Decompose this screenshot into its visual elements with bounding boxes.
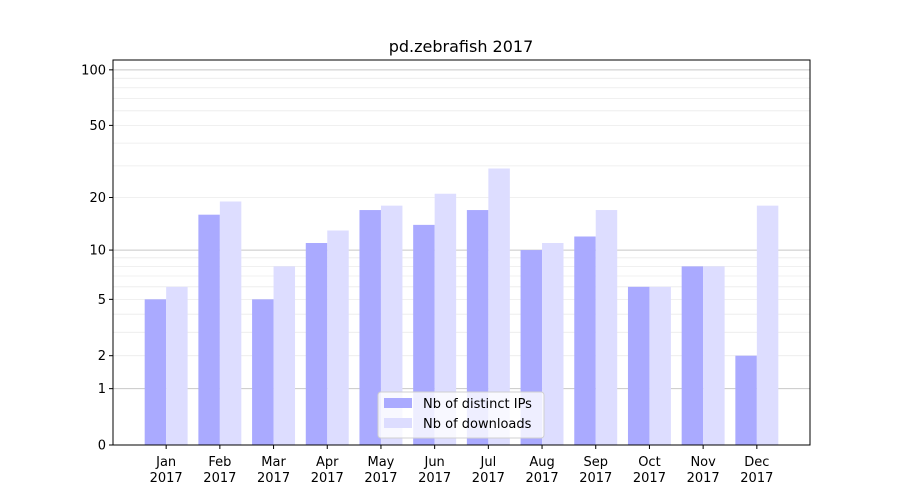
bar-nb-of-downloads: [542, 243, 564, 445]
bar-nb-of-distinct-ips: [252, 299, 274, 445]
bar-nb-of-downloads: [273, 266, 296, 445]
x-tick-label: Feb: [208, 455, 231, 470]
x-tick-label-year: 2017: [364, 471, 397, 486]
bar-nb-of-downloads: [703, 266, 725, 445]
y-tick-label: 10: [89, 244, 106, 259]
legend-box: [377, 391, 545, 439]
x-axis: Jan2017Feb2017Mar2017Apr2017May2017Jun20…: [150, 445, 773, 486]
x-tick-label-year: 2017: [740, 471, 773, 486]
bar-nb-of-downloads: [434, 193, 457, 445]
x-tick-label-year: 2017: [418, 471, 451, 486]
y-tick-label: 50: [89, 119, 106, 134]
bar-nb-of-distinct-ips: [198, 214, 220, 445]
x-tick-label: Nov: [690, 455, 716, 470]
x-tick-label-year: 2017: [579, 471, 612, 486]
bar-nb-of-distinct-ips: [627, 286, 650, 445]
x-tick-label: Jul: [480, 455, 497, 470]
plot-frame: [112, 59, 811, 446]
x-tick-label: May: [368, 455, 395, 470]
chart-title: pd.zebrafish 2017: [389, 37, 534, 56]
bar-nb-of-distinct-ips: [144, 299, 167, 445]
bar-nb-of-distinct-ips: [735, 355, 757, 445]
bar-nb-of-downloads: [327, 230, 349, 445]
y-tick-label: 1: [98, 382, 106, 397]
x-tick-label: Apr: [316, 455, 339, 470]
y-tick-label: 100: [81, 63, 106, 78]
x-tick-label: Jun: [423, 455, 444, 470]
y-axis: 0 1 2 5 10 20 50 100: [81, 63, 113, 454]
bar-nb-of-distinct-ips: [305, 243, 328, 445]
legend-label: Nb of distinct IPs: [423, 397, 532, 412]
x-tick-label: Jan: [155, 455, 176, 470]
bar-nb-of-distinct-ips: [574, 236, 596, 445]
x-tick-label-year: 2017: [687, 471, 720, 486]
x-tick-label-year: 2017: [633, 471, 666, 486]
bar-nb-of-distinct-ips: [359, 210, 381, 445]
x-tick-label-year: 2017: [257, 471, 290, 486]
bar-nb-of-downloads: [219, 201, 242, 445]
legend: Nb of distinct IPs Nb of downloads: [377, 391, 545, 439]
bar-nb-of-distinct-ips: [413, 224, 435, 445]
x-tick-label-year: 2017: [311, 471, 344, 486]
bar-nb-of-distinct-ips: [681, 266, 704, 445]
bar-nb-of-downloads: [166, 286, 188, 445]
legend-swatch: [384, 418, 412, 428]
x-tick-label-year: 2017: [526, 471, 559, 486]
y-tick-label: 2: [98, 349, 106, 364]
x-tick-label: Mar: [261, 455, 286, 470]
y-tick-label: 20: [89, 191, 106, 206]
bar-nb-of-distinct-ips: [466, 210, 489, 445]
x-tick-label: Oct: [638, 455, 660, 470]
y-tick-label: 0: [98, 439, 106, 454]
bar-nb-of-downloads: [649, 286, 671, 445]
bar-nb-of-downloads: [756, 205, 779, 445]
bar-nb-of-downloads: [488, 168, 510, 445]
bar-nb-of-downloads: [380, 205, 403, 445]
x-tick-label: Aug: [529, 455, 554, 470]
x-tick-label-year: 2017: [203, 471, 236, 486]
legend-swatch: [384, 398, 412, 408]
x-tick-label-year: 2017: [150, 471, 183, 486]
legend-label: Nb of downloads: [423, 417, 532, 432]
x-tick-label: Sep: [583, 455, 608, 470]
x-tick-label: Dec: [744, 455, 769, 470]
bar-nb-of-downloads: [595, 210, 618, 445]
bars: [144, 168, 779, 445]
x-tick-label-year: 2017: [472, 471, 505, 486]
y-tick-label: 5: [98, 293, 106, 308]
